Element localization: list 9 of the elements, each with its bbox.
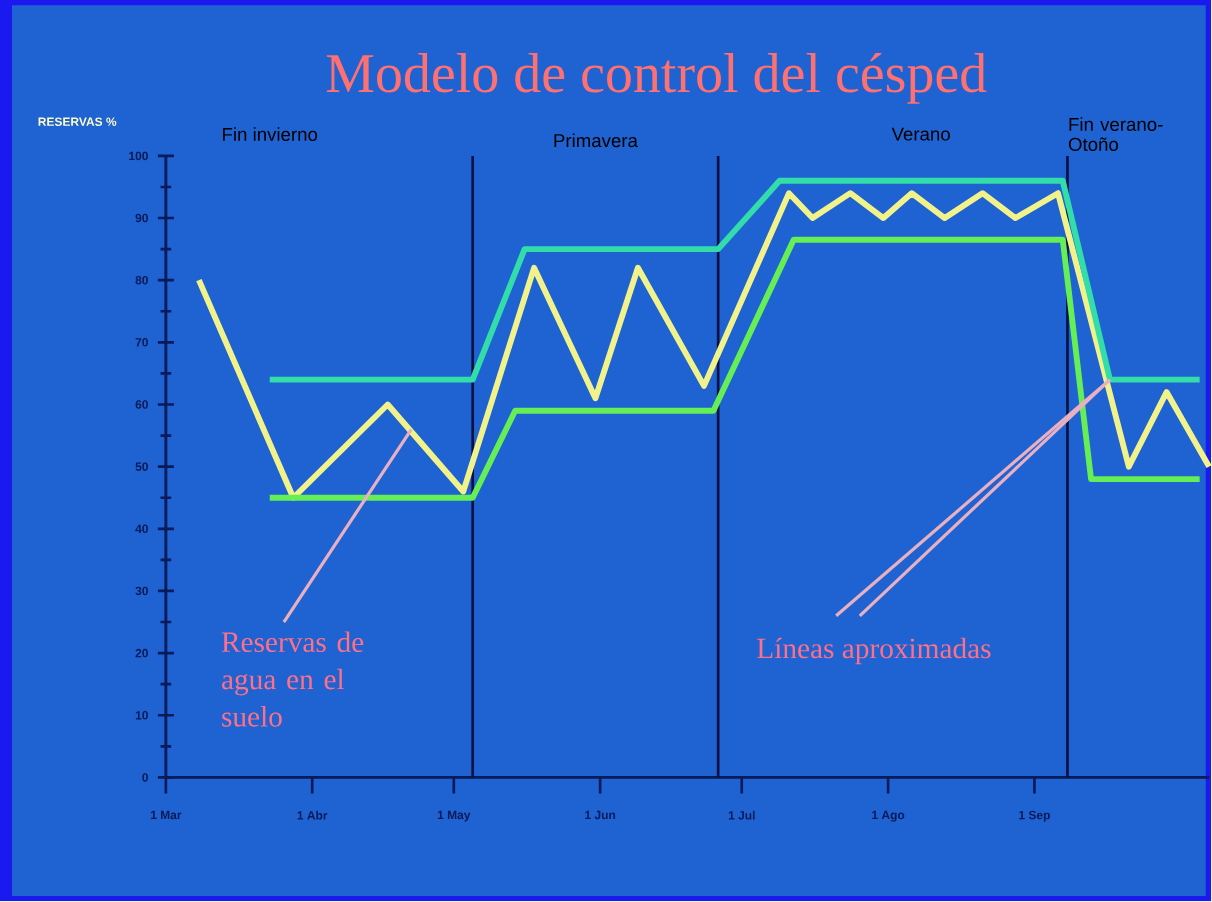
annotation: Reservas de agua en el suelo — [221, 631, 364, 728]
chart-title: Modelo de control del césped — [326, 53, 987, 105]
text: Fin invierno — [223, 127, 318, 142]
line-series — [266, 237, 1203, 501]
text: Verano — [891, 127, 950, 141]
text: Fin verano-Otoño — [1068, 117, 1163, 152]
text: Primavera — [554, 133, 638, 148]
annotation: Líneas aproximadas — [757, 638, 991, 665]
line-series — [195, 190, 1212, 501]
